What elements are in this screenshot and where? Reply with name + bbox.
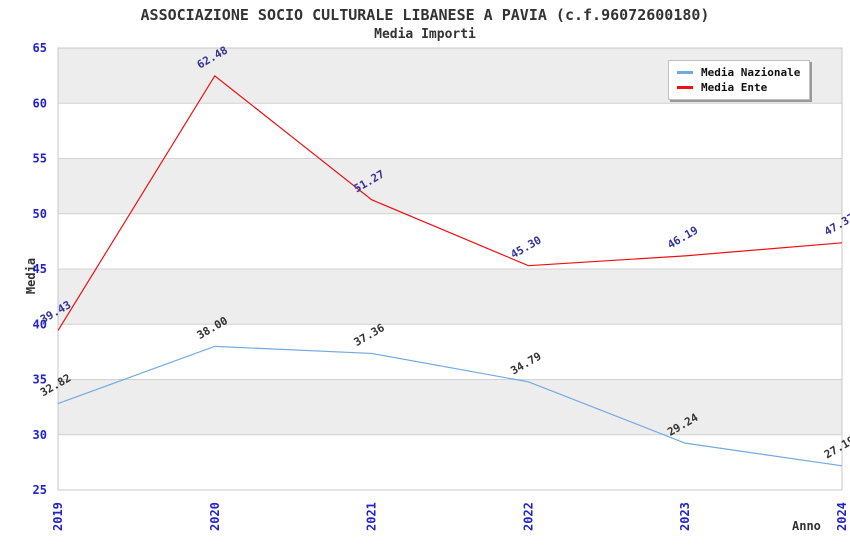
svg-text:2020: 2020 xyxy=(208,502,222,531)
svg-text:55: 55 xyxy=(33,152,47,166)
svg-text:35: 35 xyxy=(33,373,47,387)
legend-item-media-ente: Media Ente xyxy=(677,81,801,94)
legend-label-media-ente: Media Ente xyxy=(701,81,768,94)
chart-subtitle: Media Importi xyxy=(374,27,476,42)
legend-item-media-nazionale: Media Nazionale xyxy=(677,66,801,79)
svg-text:45: 45 xyxy=(33,262,47,276)
chart-title: ASSOCIAZIONE SOCIO CULTURALE LIBANESE A … xyxy=(140,6,710,24)
svg-text:2019: 2019 xyxy=(51,502,65,531)
svg-text:2021: 2021 xyxy=(365,502,379,531)
svg-text:40: 40 xyxy=(33,317,47,331)
svg-text:50: 50 xyxy=(33,207,47,221)
media-ente-line-swatch xyxy=(677,86,693,89)
legend: Media Nazionale Media Ente xyxy=(668,60,810,100)
svg-text:2024: 2024 xyxy=(835,502,849,531)
svg-text:2023: 2023 xyxy=(678,502,692,531)
legend-label-media-nazionale: Media Nazionale xyxy=(701,66,801,79)
svg-text:30: 30 xyxy=(33,428,47,442)
svg-text:60: 60 xyxy=(33,96,47,110)
svg-text:2022: 2022 xyxy=(521,502,535,531)
svg-text:25: 25 xyxy=(33,483,47,497)
media-nazionale-line-swatch xyxy=(677,71,693,74)
svg-text:65: 65 xyxy=(33,41,47,55)
x-axis-title: Anno xyxy=(792,519,821,533)
